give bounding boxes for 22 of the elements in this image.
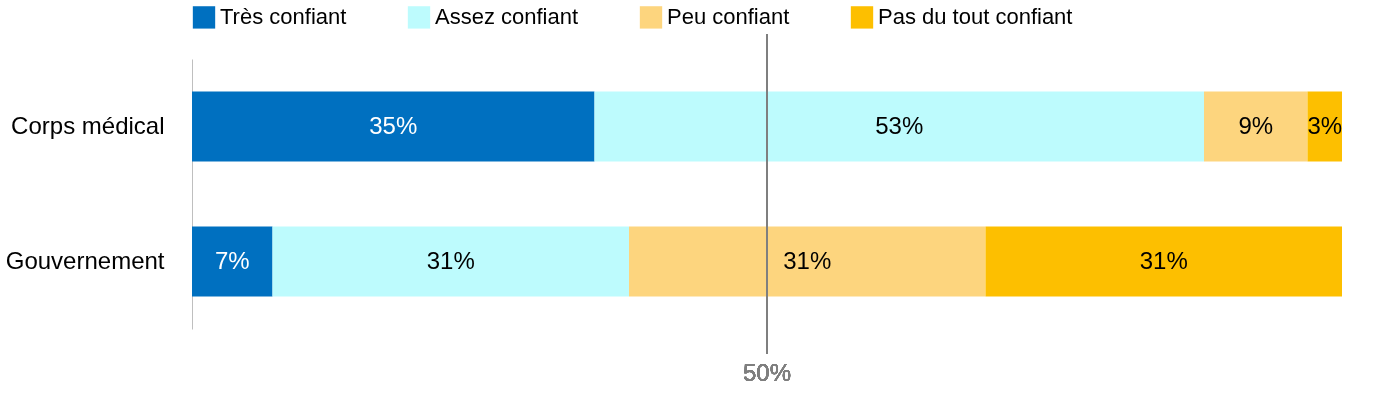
bar [594, 91, 1204, 162]
bar [192, 91, 595, 162]
data-label: 35% [369, 111, 418, 139]
legend-label: Pas du tout confiant [878, 4, 1073, 30]
data-label: 53% [875, 111, 924, 139]
data-label: 31% [1139, 246, 1188, 274]
ref-line-label: 50% [742, 359, 792, 386]
bar [272, 226, 629, 297]
data-label: 7% [214, 246, 250, 274]
y-tick-label: Gouvernement [5, 246, 165, 274]
bar [1204, 91, 1308, 162]
data-label: 3% [1307, 111, 1343, 139]
data-label: 31% [783, 246, 832, 274]
bar [985, 226, 1342, 297]
legend-label: Assez confiant [435, 4, 579, 30]
bar [629, 226, 986, 297]
y-tick-label: Corps médical [11, 111, 165, 139]
bar [192, 226, 273, 297]
data-label: 31% [426, 246, 475, 274]
data-label: 9% [1238, 111, 1274, 139]
legend-label: Très confiant [220, 4, 347, 30]
legend-label: Peu confiant [667, 4, 790, 30]
